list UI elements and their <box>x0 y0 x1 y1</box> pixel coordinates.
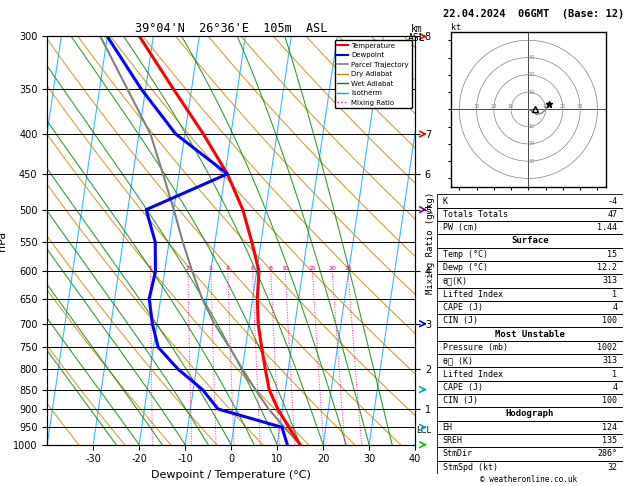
Text: 8: 8 <box>269 266 273 272</box>
Text: 22.04.2024  06GMT  (Base: 12): 22.04.2024 06GMT (Base: 12) <box>443 9 625 19</box>
Text: 12.2: 12.2 <box>597 263 617 272</box>
Title: 39°04'N  26°36'E  105m  ASL: 39°04'N 26°36'E 105m ASL <box>135 22 327 35</box>
Text: 1: 1 <box>612 369 617 379</box>
Text: 1: 1 <box>148 266 153 272</box>
Text: CIN (J): CIN (J) <box>443 396 477 405</box>
Text: 15: 15 <box>607 250 617 259</box>
Text: 30: 30 <box>577 104 583 109</box>
Text: SREH: SREH <box>443 436 463 445</box>
Text: 20: 20 <box>528 72 535 77</box>
Text: 313: 313 <box>602 356 617 365</box>
Text: 1.44: 1.44 <box>597 223 617 232</box>
Text: 1: 1 <box>612 290 617 299</box>
Legend: Temperature, Dewpoint, Parcel Trajectory, Dry Adiabat, Wet Adiabat, Isotherm, Mi: Temperature, Dewpoint, Parcel Trajectory… <box>335 40 411 108</box>
Text: 20: 20 <box>328 266 337 272</box>
Text: 10: 10 <box>281 266 289 272</box>
Text: CAPE (J): CAPE (J) <box>443 303 482 312</box>
X-axis label: Dewpoint / Temperature (°C): Dewpoint / Temperature (°C) <box>151 470 311 480</box>
Text: Temp (°C): Temp (°C) <box>443 250 487 259</box>
Text: Totals Totals: Totals Totals <box>443 210 508 219</box>
Text: 286°: 286° <box>597 450 617 458</box>
Text: 6: 6 <box>251 266 255 272</box>
Text: 20: 20 <box>560 104 566 109</box>
Text: Hodograph: Hodograph <box>506 410 554 418</box>
Text: EH: EH <box>443 423 453 432</box>
Text: 100: 100 <box>602 316 617 325</box>
Text: 30: 30 <box>528 55 535 60</box>
Text: LCL: LCL <box>416 426 431 435</box>
Text: θᴇ (K): θᴇ (K) <box>443 356 473 365</box>
Text: -4: -4 <box>607 196 617 206</box>
Text: Most Unstable: Most Unstable <box>495 330 565 339</box>
Text: © weatheronline.co.uk: © weatheronline.co.uk <box>480 475 577 484</box>
Text: StmSpd (kt): StmSpd (kt) <box>443 463 498 472</box>
Text: 30: 30 <box>474 104 480 109</box>
Text: 20: 20 <box>528 141 535 146</box>
Text: 20: 20 <box>491 104 497 109</box>
Text: 10: 10 <box>508 104 514 109</box>
Text: 124: 124 <box>602 423 617 432</box>
Text: 2: 2 <box>186 266 190 272</box>
Text: 100: 100 <box>602 396 617 405</box>
Text: 10: 10 <box>528 124 535 129</box>
Text: Dewp (°C): Dewp (°C) <box>443 263 487 272</box>
Text: 313: 313 <box>602 277 617 285</box>
Text: 10: 10 <box>543 104 548 109</box>
Text: kt: kt <box>450 22 460 32</box>
Text: K: K <box>443 196 448 206</box>
Text: 4: 4 <box>612 303 617 312</box>
Text: ASL: ASL <box>408 34 425 43</box>
Text: 1002: 1002 <box>597 343 617 352</box>
Text: θᴇ(K): θᴇ(K) <box>443 277 468 285</box>
Text: Lifted Index: Lifted Index <box>443 290 503 299</box>
Text: Surface: Surface <box>511 237 548 245</box>
Text: 10: 10 <box>528 89 535 95</box>
Text: 135: 135 <box>602 436 617 445</box>
Text: 4: 4 <box>226 266 230 272</box>
Text: 15: 15 <box>309 266 316 272</box>
Text: 32: 32 <box>607 463 617 472</box>
Text: Pressure (mb): Pressure (mb) <box>443 343 508 352</box>
Y-axis label: hPa: hPa <box>0 230 8 251</box>
Text: StmDir: StmDir <box>443 450 473 458</box>
Text: 4: 4 <box>612 383 617 392</box>
Text: 25: 25 <box>344 266 352 272</box>
Text: CIN (J): CIN (J) <box>443 316 477 325</box>
Text: Mixing Ratio (g/kg): Mixing Ratio (g/kg) <box>426 192 435 294</box>
Text: 30: 30 <box>528 159 535 164</box>
Text: Lifted Index: Lifted Index <box>443 369 503 379</box>
Text: PW (cm): PW (cm) <box>443 223 477 232</box>
Text: 3: 3 <box>209 266 213 272</box>
Text: km: km <box>411 24 422 34</box>
Text: 47: 47 <box>607 210 617 219</box>
Text: CAPE (J): CAPE (J) <box>443 383 482 392</box>
